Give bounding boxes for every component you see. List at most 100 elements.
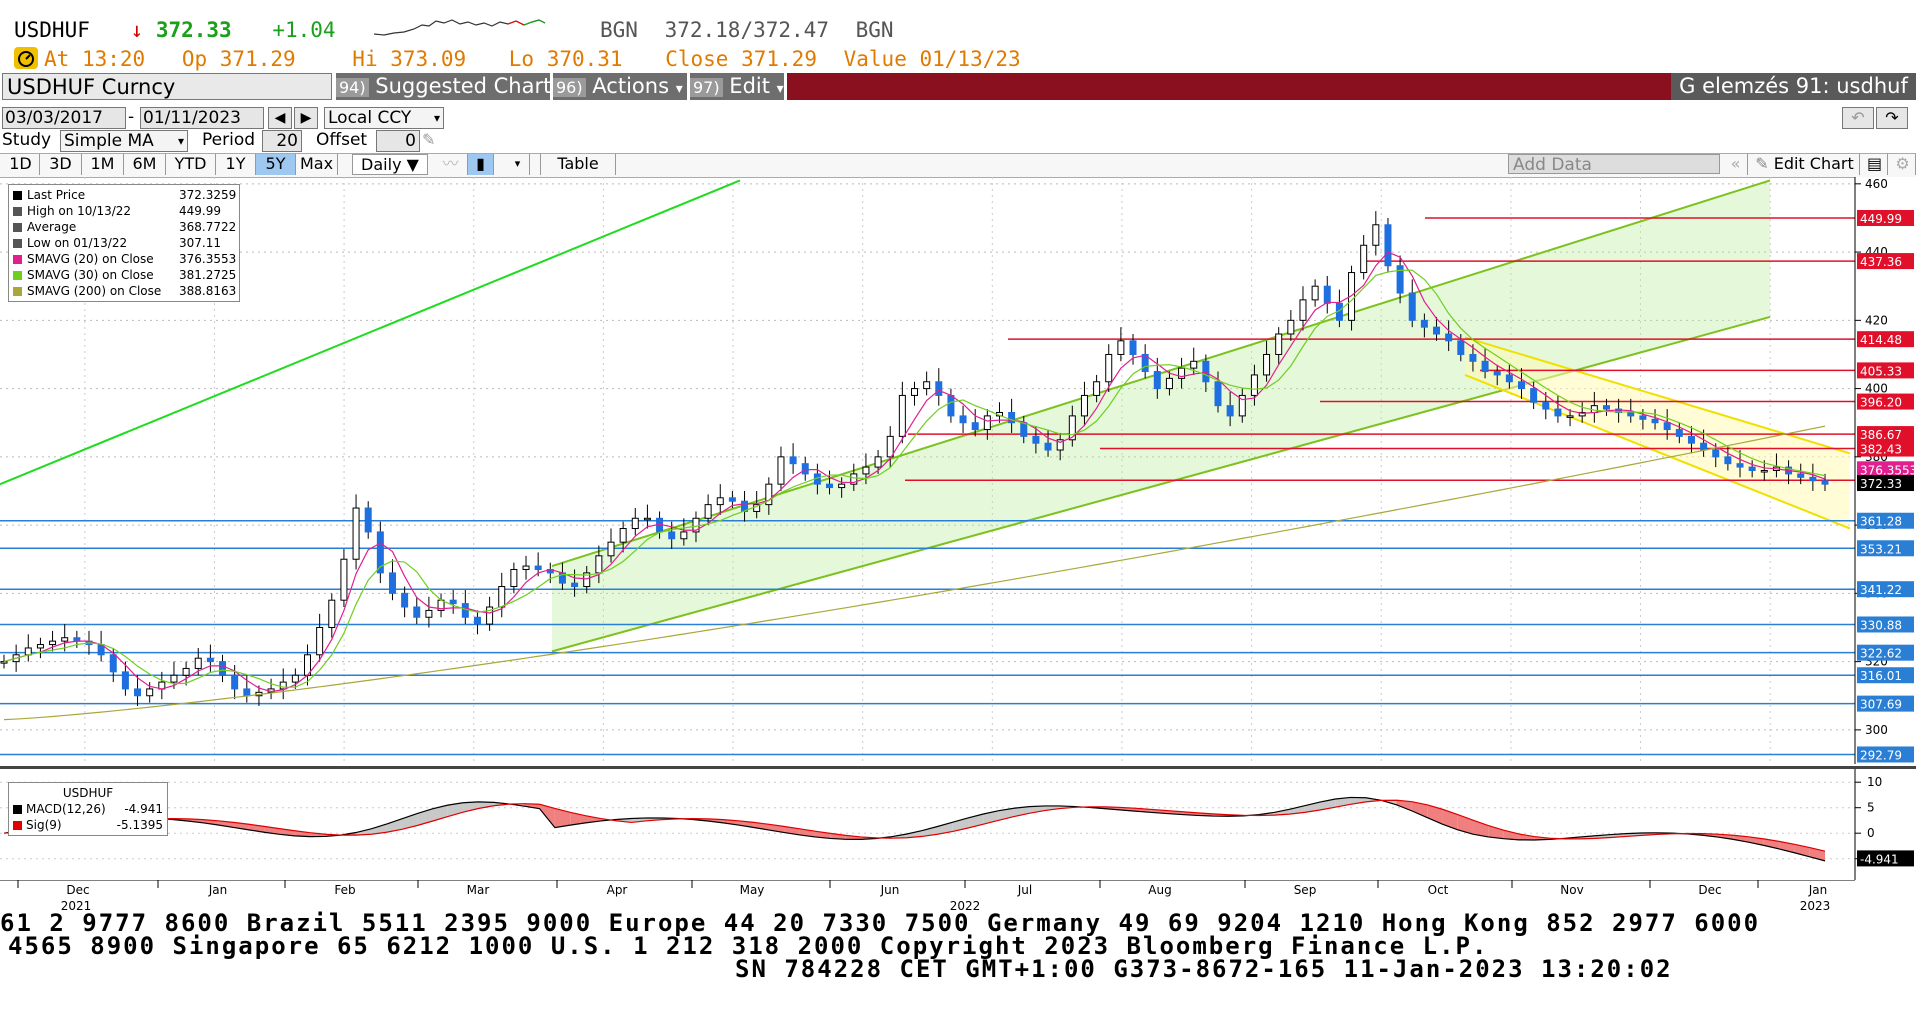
start-date-value: 03/03/2017 [5, 108, 103, 128]
table-button[interactable]: Table [540, 154, 616, 175]
candle-body [243, 688, 251, 697]
blue-level-label-bg [1857, 644, 1914, 661]
security-field[interactable]: USDHUF Curncy [2, 73, 332, 100]
actions-label: Actions [592, 74, 670, 98]
candle-body [134, 688, 142, 697]
candle-body [340, 558, 348, 601]
edit-chart-label: Edit Chart [1773, 154, 1854, 173]
next-range-icon[interactable]: ▶ [294, 107, 318, 129]
candle-body [643, 517, 651, 521]
prev-range-icon[interactable]: ◀ [268, 107, 292, 129]
alert-icon[interactable] [14, 47, 38, 69]
blue-level-label: 361.28 [1860, 515, 1902, 529]
chart-type-caret-icon[interactable]: ▾ [506, 154, 530, 175]
candle-body [1675, 429, 1683, 437]
actions-num: 96) [553, 78, 586, 97]
candle-body [486, 606, 494, 625]
candle-body [1238, 394, 1246, 417]
tab-1m[interactable]: 1M [82, 154, 124, 175]
macd-fill [1044, 805, 1060, 811]
offset-input[interactable]: 0 [376, 130, 420, 152]
candle-body [1821, 480, 1829, 485]
tab-ytd[interactable]: YTD [166, 154, 216, 175]
legend-value: 368.7722 [179, 220, 237, 234]
candle-body [1530, 388, 1538, 403]
candle-body [388, 572, 396, 594]
macd-fill [1304, 802, 1321, 813]
macd-current-label: -4.941 [1860, 852, 1899, 866]
candle-body [1190, 360, 1198, 369]
candle-body [1639, 415, 1647, 420]
macd-fill [1411, 801, 1428, 818]
down-arrow-icon: ↓ [130, 18, 144, 42]
legend-value: 307.11 [179, 236, 221, 250]
red-level-label-bg [1857, 440, 1914, 457]
chart-settings-icon[interactable]: ▤ [1862, 154, 1888, 175]
candle-body [704, 504, 712, 519]
candle-body [170, 674, 178, 683]
macd-tick-label: 10 [1867, 775, 1882, 789]
end-date-field[interactable]: 01/11/2023 [140, 107, 264, 129]
collapse-icon[interactable]: « [1724, 154, 1748, 175]
tab-3d[interactable]: 3D [40, 154, 82, 175]
sma20-line [3, 251, 1826, 693]
legend-label: Last Price [27, 188, 86, 202]
candle-body [61, 637, 69, 642]
line-style-icon[interactable]: 〰 [434, 154, 468, 175]
redo-icon[interactable]: ↷ [1876, 107, 1908, 129]
tab-5y[interactable]: 5Y [256, 154, 296, 175]
red-level-label-bg [1857, 426, 1914, 443]
price-change: +1.04 [272, 18, 336, 42]
last-price: 372.33 [155, 18, 232, 42]
edit-menu[interactable]: 97) Edit ▾ [690, 73, 784, 100]
study-select[interactable]: Simple MA ▾ [60, 130, 188, 152]
candle-body [1372, 224, 1380, 246]
candle-body [1493, 371, 1501, 376]
gear-icon[interactable]: ⚙ [1890, 154, 1916, 175]
macd-legend-swatch [13, 804, 22, 814]
candle-body [1627, 411, 1635, 417]
macd-fill [1503, 830, 1519, 840]
macd-legend-row: MACD(12,26) -4.941 [13, 801, 163, 817]
candle-body [1554, 408, 1562, 417]
macd-fill [355, 828, 372, 836]
candle-body [121, 671, 129, 690]
tab-6m[interactable]: 6M [124, 154, 166, 175]
tab-max[interactable]: Max [296, 154, 338, 175]
start-date-field[interactable]: 03/03/2017 [2, 107, 126, 129]
macd-legend-title: USDHUF [62, 786, 114, 800]
macd-fill [1029, 805, 1045, 814]
candle-body [328, 599, 336, 628]
candle-body [1384, 224, 1392, 267]
pencil-icon[interactable]: ✎ [422, 130, 436, 149]
price-chart[interactable]: 460440420400380360340320300449.99437.364… [0, 177, 1916, 764]
candle-body [1214, 381, 1222, 407]
macd-legend-row: Sig(9) -5.1395 [13, 817, 163, 833]
actions-menu[interactable]: 96) Actions ▾ [553, 73, 687, 100]
macd-fill [524, 803, 540, 809]
candle-body [522, 565, 530, 570]
macd-fill [631, 817, 647, 823]
undo-icon[interactable]: ↶ [1842, 107, 1874, 129]
candle-body [571, 582, 579, 588]
candle-body [959, 415, 967, 424]
blue-level-label: 316.01 [1860, 669, 1902, 683]
title-spacer [787, 73, 1671, 100]
suggested-charts-button[interactable]: 94) Suggested Charts [336, 73, 562, 100]
candle-body [850, 473, 858, 485]
edit-chart-button[interactable]: ✎ Edit Chart [1750, 154, 1860, 175]
tab-1d[interactable]: 1D [2, 154, 40, 175]
close-label: Close [665, 47, 729, 71]
macd-fill [463, 801, 479, 813]
candle-body [219, 661, 227, 676]
add-data-field[interactable]: Add Data [1508, 154, 1720, 175]
candle-body [473, 616, 481, 625]
candle-body [716, 497, 724, 506]
period-input[interactable]: 20 [262, 130, 302, 152]
frequency-select[interactable]: Daily ▼ [352, 154, 428, 175]
chart-type-icon[interactable]: ▮ [468, 154, 494, 175]
currency-select[interactable]: Local CCY ▾ [324, 107, 444, 129]
tab-1y[interactable]: 1Y [216, 154, 256, 175]
candle-body [1153, 371, 1161, 390]
